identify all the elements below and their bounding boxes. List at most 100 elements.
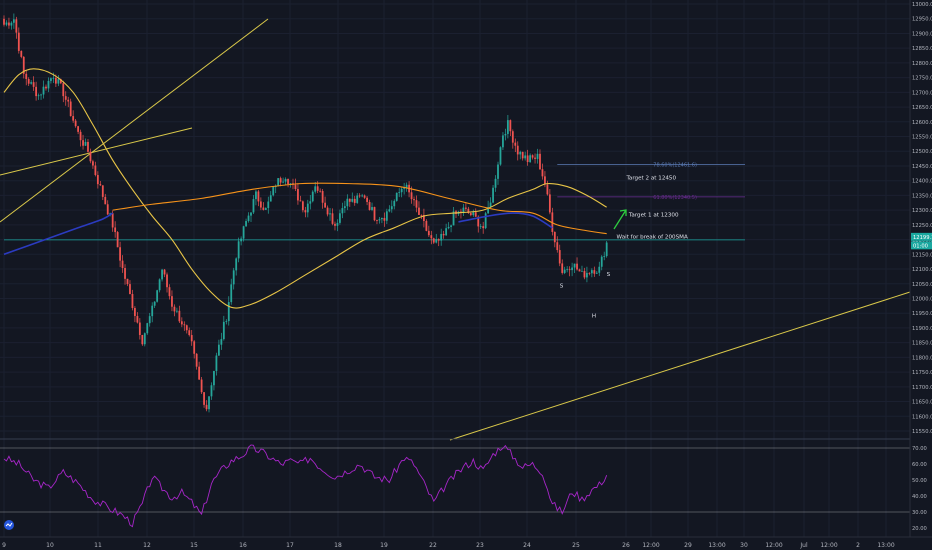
candle-body: [173, 306, 176, 312]
candle-body: [321, 191, 324, 203]
time-tick-label: 11: [94, 542, 102, 549]
candle-body: [166, 274, 168, 288]
candle-body: [50, 78, 52, 81]
candle-body: [210, 385, 213, 397]
candle-body: [371, 207, 373, 210]
price-tick-label: 12550.0: [912, 135, 932, 141]
candle-body: [129, 284, 131, 295]
candle-body: [40, 94, 42, 96]
candle-body: [217, 344, 220, 356]
candle-body: [378, 219, 381, 221]
candle-body: [171, 296, 173, 307]
price-tick-label: 12300.0: [912, 208, 932, 214]
price-tick-label: 12950.0: [912, 17, 932, 23]
candle-body: [121, 260, 124, 269]
candle-body: [603, 256, 606, 257]
price-tick-label: 12850.0: [912, 46, 932, 52]
candle-body: [502, 135, 504, 148]
logo-icon[interactable]: [4, 520, 14, 530]
time-tick-label: 24: [523, 542, 531, 549]
target-arrow: [613, 209, 627, 230]
candle-body: [37, 95, 40, 97]
candle-body: [94, 165, 97, 176]
candle-body: [161, 269, 163, 280]
candle-body: [415, 200, 418, 208]
candle-body: [336, 222, 339, 226]
candle-body: [484, 213, 487, 229]
time-tick-label: 26: [622, 542, 630, 549]
candle-body: [566, 269, 569, 271]
candle-body: [64, 96, 67, 100]
candle-body: [5, 22, 8, 25]
price-tick-label: 13000.0: [912, 2, 932, 8]
candle-body: [156, 290, 159, 302]
price-tick-label: 12650.0: [912, 105, 932, 111]
candle-body: [222, 321, 225, 340]
candle-body: [403, 187, 406, 189]
time-tick-label: 29: [684, 542, 692, 549]
candle-body: [516, 145, 519, 155]
candle-body: [134, 308, 136, 316]
candle-body: [259, 201, 262, 208]
candle-body: [425, 220, 428, 231]
candle-body: [595, 272, 598, 274]
price-tick-label: 12150.0: [912, 252, 932, 258]
candle-body: [445, 228, 448, 236]
candle-body: [356, 195, 359, 203]
candle-body: [477, 216, 480, 227]
candle-body: [15, 19, 18, 33]
candle-body: [306, 203, 309, 213]
candle-body: [131, 294, 134, 309]
candle-body: [524, 155, 527, 159]
candle-body: [573, 263, 576, 268]
candle-body: [583, 270, 586, 278]
candle-body: [54, 77, 57, 84]
candle-body: [588, 272, 591, 274]
candle-body: [22, 56, 25, 74]
candle-body: [339, 213, 341, 223]
candle-body: [514, 142, 517, 146]
candle-body: [440, 233, 443, 241]
candle-body: [245, 221, 247, 227]
candle-body: [383, 217, 386, 221]
candle-body: [529, 155, 532, 163]
candle-body: [77, 126, 79, 132]
candle-body: [232, 270, 235, 285]
candle-body: [393, 200, 396, 207]
time-tick-label: 17: [286, 542, 294, 549]
candle-body: [242, 226, 245, 239]
candle-body: [188, 330, 191, 336]
candle-body: [472, 212, 475, 216]
price-tick-label: 12450.0: [912, 164, 932, 170]
candle-body: [289, 183, 292, 185]
time-tick-label: 12: [143, 542, 151, 549]
price-tick-label: 12100.0: [912, 267, 932, 273]
candle-body: [247, 215, 250, 222]
candle-body: [390, 206, 393, 210]
price-tick-label: 12750.0: [912, 76, 932, 82]
candle-body: [8, 22, 10, 26]
candle-body: [109, 213, 112, 215]
candle-body: [578, 269, 581, 272]
candle-body: [474, 212, 477, 217]
candle-body: [442, 233, 445, 236]
candle-body: [27, 79, 30, 84]
candle-body: [111, 213, 114, 228]
candle-body: [539, 153, 541, 170]
candle-body: [381, 217, 383, 220]
candle-body: [447, 226, 450, 229]
candle-body: [124, 268, 126, 279]
annotation-label: H: [592, 314, 596, 320]
candle-body: [571, 267, 573, 271]
candle-body: [267, 201, 270, 209]
time-tick-label: 12:00: [642, 542, 659, 549]
candle-body: [230, 284, 233, 303]
candle-body: [586, 272, 588, 278]
candle-body: [183, 324, 186, 326]
moving-averages: [3, 68, 607, 309]
time-tick-label: 9: [2, 542, 6, 549]
time-tick-label: 12:00: [765, 542, 782, 549]
candle-body: [101, 185, 104, 197]
candle-body: [185, 325, 188, 331]
